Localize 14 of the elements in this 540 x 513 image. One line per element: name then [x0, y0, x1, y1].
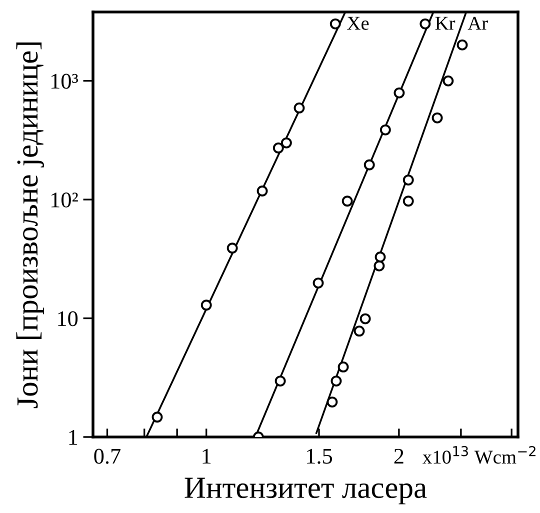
series-label: Kr — [435, 16, 456, 30]
y-axis-title: Јони [произвољне јединице] — [16, 42, 44, 408]
series-label: Ar — [468, 16, 488, 30]
x-tick-label: 1 — [202, 448, 211, 464]
y-tick-label: 1 — [69, 430, 78, 445]
series-label: Xe — [347, 16, 369, 30]
text: x10$^{13}$ Wcm$^{−2}$ — [422, 446, 536, 464]
x-tick-label: 1.5 — [307, 448, 332, 464]
x-tick-label: 2 — [394, 448, 404, 464]
x-axis-title: Интензитет ласера — [184, 478, 427, 504]
y-tick-label: 10³ — [51, 74, 78, 89]
x-tick-label: 0.7 — [94, 448, 120, 464]
y-tick-label: 10² — [51, 192, 78, 208]
y-tick-label: 10 — [58, 311, 78, 326]
